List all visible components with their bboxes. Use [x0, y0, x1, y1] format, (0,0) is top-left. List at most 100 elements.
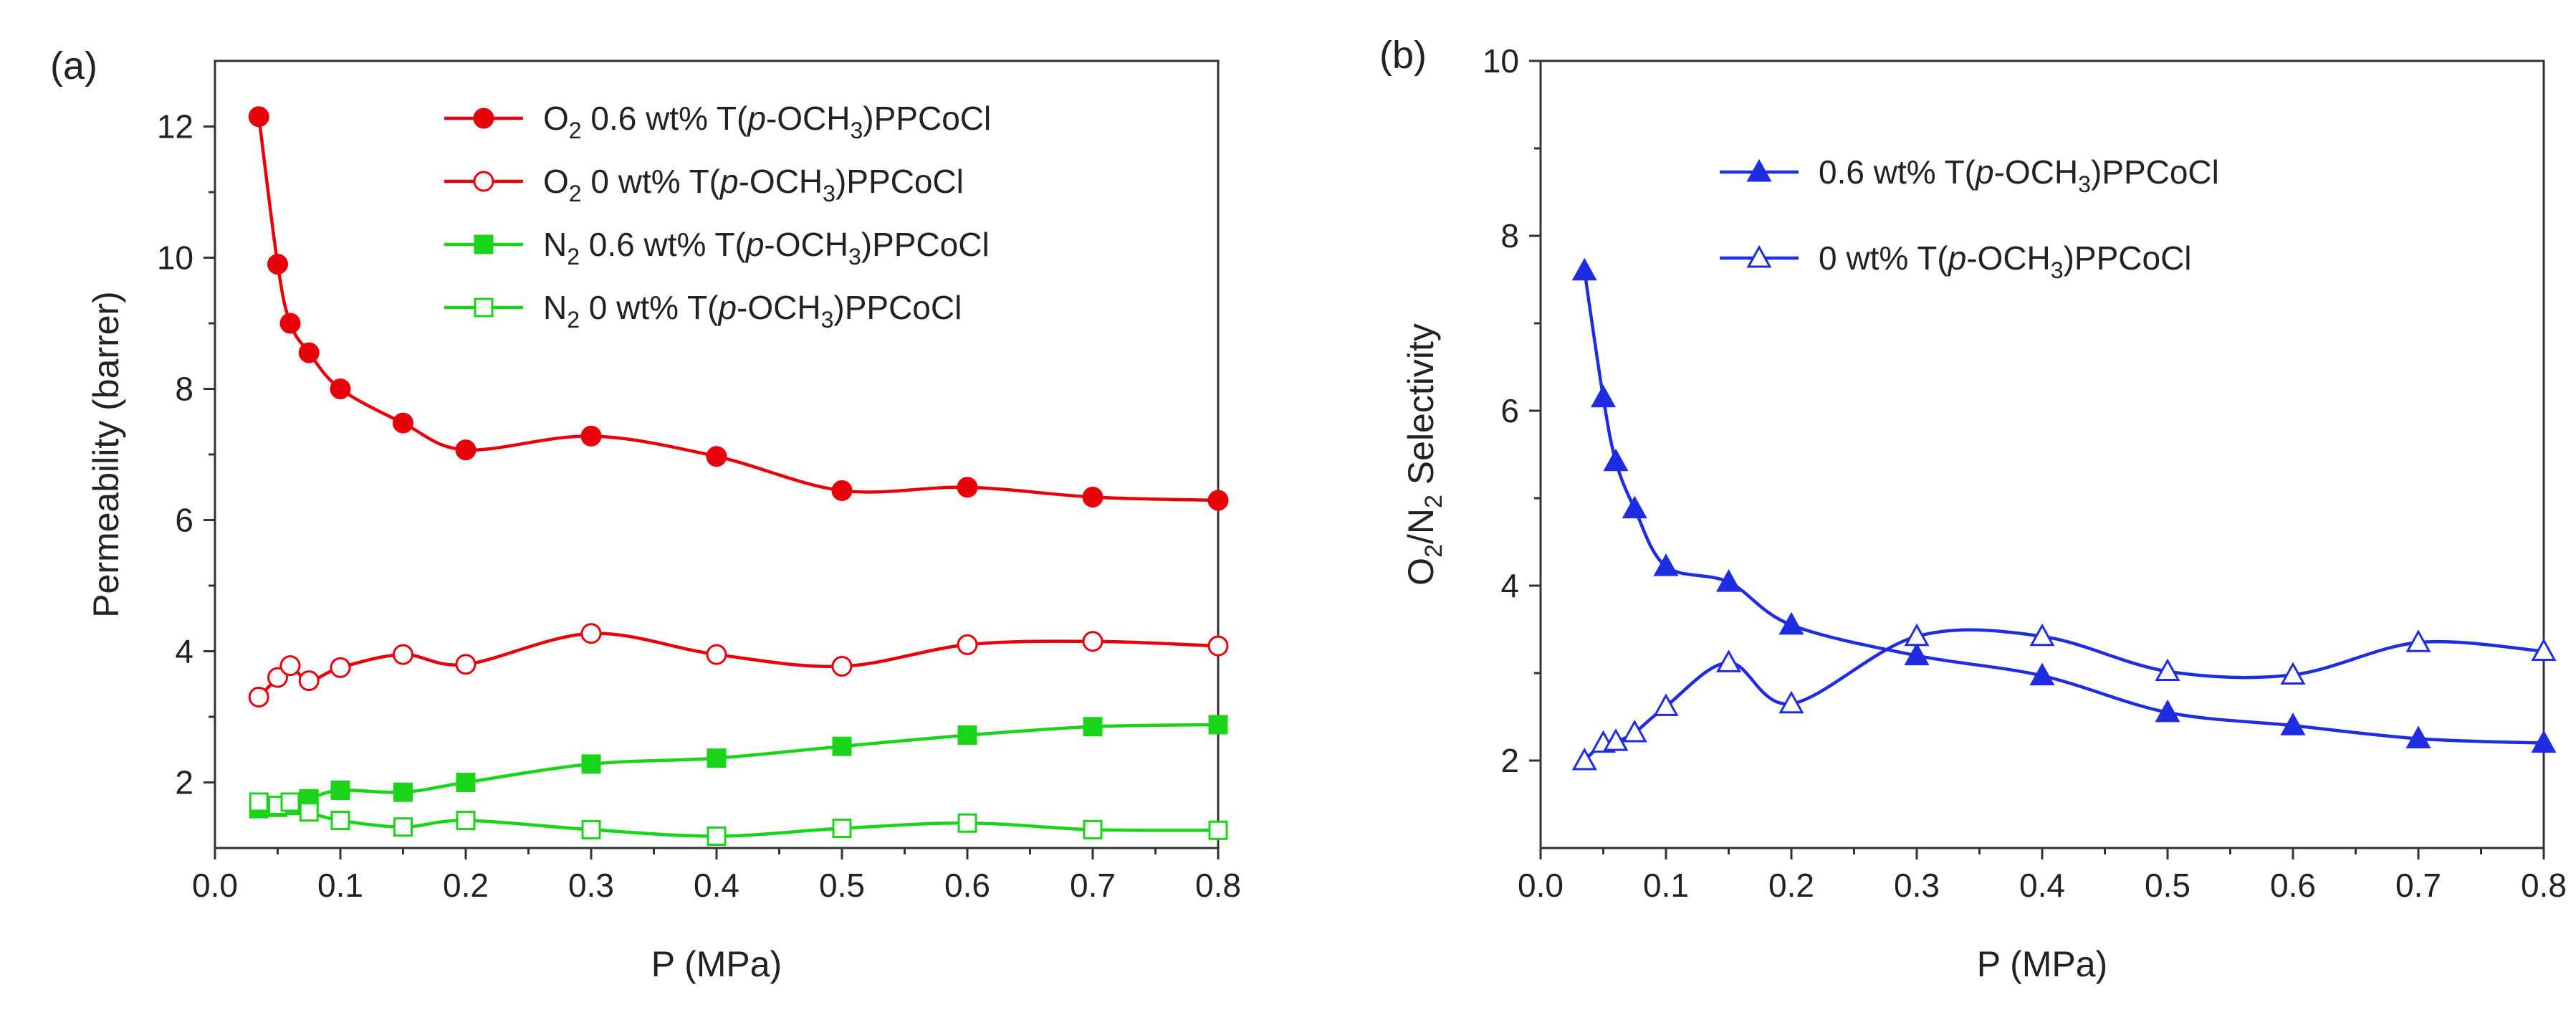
- panel-b-series-0-point: [1590, 384, 1617, 408]
- panel-b-xtick-label: 0.3: [1894, 867, 1940, 904]
- panel-a-series-3-point: [832, 819, 852, 839]
- panel-a-series-1-point: [455, 654, 477, 675]
- panel-b-xtick-label: 0.6: [2270, 867, 2316, 904]
- panel-b-ylabel-o-sub: 2: [1420, 544, 1447, 558]
- panel-b-series-1-point: [2280, 662, 2306, 685]
- panel-a-legend-marker: [473, 108, 494, 129]
- panel-b-legend-label: 0 wt% T(p-OCH3)PPCoCl: [1819, 239, 2192, 283]
- panel-b-xtick-label: 0.5: [2145, 867, 2190, 904]
- panel-a-legend: O2 0.6 wt% T(p-OCH3)PPCoCl O2 0 wt% T(p-O…: [444, 100, 991, 333]
- panel-a-legend-gas: N: [543, 226, 567, 263]
- panel-a-legend-gas: O: [543, 163, 569, 200]
- panel-a-ytick-label: 12: [157, 108, 193, 146]
- panel-b-series-0-point: [2531, 730, 2557, 753]
- panel-a-series-1-point: [706, 644, 727, 665]
- panel-a-xtick-label: 0.4: [694, 867, 739, 904]
- panel-b-series-1-point: [1715, 649, 1742, 672]
- panel-a-legend-label: O2 0 wt% T(p-OCH3)PPCoCl: [543, 163, 964, 206]
- panel-a-series-1-point: [393, 644, 413, 665]
- panel-b-series-0-point: [1622, 495, 1647, 519]
- panel-b-legend-mid: -OCH: [1966, 239, 2051, 277]
- panel-a-series-1-point: [298, 670, 320, 692]
- panel-a-ytick-label: 6: [175, 502, 193, 539]
- panel-b-ylabel-n-sub: 2: [1420, 495, 1447, 508]
- panel-a-series-3-point: [1208, 820, 1228, 840]
- panel-a-series-0-point: [1207, 490, 1229, 511]
- panel-b-ticks: 0.0 0.1 0.2 0.3 0.4 0.5 0.6 0.7 0.8 2 4 6 8 10: [1483, 42, 2567, 904]
- panel-b-series-1-point: [1622, 719, 1647, 743]
- panel-b-series-0-point: [1904, 642, 1930, 666]
- panel-a-legend-pre: 0.6 wt% T(: [582, 100, 748, 137]
- panel-a-series-0-point: [298, 342, 320, 363]
- panel-a-series-3-point: [957, 813, 977, 833]
- panel-a-series-0-point: [706, 446, 727, 467]
- panel-a-series-0-point: [279, 313, 301, 334]
- panel-a-legend-label: N2 0 wt% T(p-OCH3)PPCoCl: [543, 289, 962, 333]
- panel-b-legend-label: 0.6 wt% T(p-OCH3)PPCoCl: [1819, 153, 2219, 197]
- panel-a-series-1-point: [330, 657, 351, 678]
- panel-a-series-3-point: [581, 819, 601, 839]
- panel-b-legend-italic: p: [1947, 239, 1967, 277]
- panel-a-legend-post: )PPCoCl: [863, 100, 991, 137]
- panel-a-xtick-label: 0.8: [1195, 867, 1241, 904]
- panel-a-series-2-point: [393, 782, 413, 802]
- panel-a-series-3-point: [1083, 819, 1103, 839]
- panel-a-series-2-point: [1208, 715, 1228, 735]
- panel-a-series-2-point: [581, 754, 601, 774]
- panel-b-series-0-point: [1778, 611, 1804, 635]
- panel-a-legend-italic: p: [746, 100, 766, 137]
- panel-b-series-1-point: [2155, 658, 2180, 682]
- panel-b-series-1-point: [2029, 623, 2055, 647]
- panel-b-xtick-label: 0.1: [1643, 867, 1689, 904]
- panel-b-y-axis-title: O2/N2 Selectivity: [1401, 323, 1447, 586]
- panel-a-series-2-point: [456, 773, 476, 792]
- panel-a-markers: [248, 106, 1229, 847]
- panel-a-legend-label: N2 0.6 wt% T(p-OCH3)PPCoCl: [543, 226, 990, 270]
- panel-a-series-0-point: [393, 412, 413, 434]
- panel-a-series-1-point: [1082, 631, 1103, 652]
- panel-a-series-0-point: [267, 254, 288, 275]
- panel-b-series-1-point: [1904, 623, 1930, 647]
- panel-b-ytick-label: 10: [1483, 42, 1519, 80]
- panel-a-series-0-point: [580, 425, 602, 447]
- panel-b-series-0-point: [1653, 553, 1679, 576]
- panel-b-legend-italic: p: [1974, 153, 1994, 191]
- panel-a-legend-italic: p: [719, 163, 739, 200]
- panel-a-legend-sub: 3: [848, 244, 861, 270]
- panel-a-xtick-label: 0.0: [192, 867, 238, 904]
- panel-a-series-3-point: [299, 802, 319, 822]
- panel-b-xtick-label: 0.7: [2395, 867, 2441, 904]
- panel-b-label: (b): [1379, 34, 1427, 77]
- panel-a-ytick-label: 2: [175, 764, 193, 801]
- panel-a-legend-gas_sub: 2: [567, 307, 580, 333]
- panel-a-legend-post: )PPCoCl: [833, 289, 962, 326]
- panel-a-ytick-label: 4: [175, 633, 193, 670]
- panel-b-series-1-point: [1603, 728, 1629, 751]
- panel-a-ytick-label: 8: [175, 371, 193, 408]
- panel-b-series-0-point: [1715, 569, 1742, 592]
- panel-b-series-1-point: [1571, 747, 1597, 771]
- panel-b-series-0-point: [1603, 448, 1629, 472]
- panel-b-series-1-point: [2531, 638, 2557, 661]
- panel-a-series-1-point: [957, 634, 978, 655]
- panel-a-legend-sub: 3: [821, 307, 834, 333]
- panel-a-ytick-label: 10: [157, 239, 193, 277]
- panel-a-series-3-point: [707, 826, 727, 847]
- panel-a-legend-pre: 0 wt% T(: [582, 163, 721, 200]
- panel-a-label: (a): [50, 44, 97, 87]
- panel-a-xtick-label: 0.3: [568, 867, 614, 904]
- panel-a-series-2-point: [1083, 717, 1103, 737]
- panel-b-legend-pre: 0.6 wt% T(: [1819, 153, 1976, 191]
- panel-a-series-0-point: [330, 378, 351, 399]
- panel-a-legend-label: O2 0.6 wt% T(p-OCH3)PPCoCl: [543, 100, 991, 143]
- panel-b-xtick-label: 0.2: [1768, 867, 1814, 904]
- panel-b-series-1-point: [1778, 690, 1804, 714]
- panel-b-ylabel-n: /N: [1401, 508, 1441, 544]
- panel-a-chart: (a) 0.0 0.1 0.2 0.3 0.4 0.5 0.6 0.7 0.824681012 …: [50, 44, 1241, 984]
- panel-a-legend-sub: 3: [823, 181, 835, 206]
- panel-b-xtick-label: 0.8: [2521, 867, 2567, 904]
- panel-a-xtick-label: 0.6: [944, 867, 990, 904]
- panel-a-series-2-point: [957, 725, 977, 745]
- panel-b-series-0-point: [2280, 713, 2306, 735]
